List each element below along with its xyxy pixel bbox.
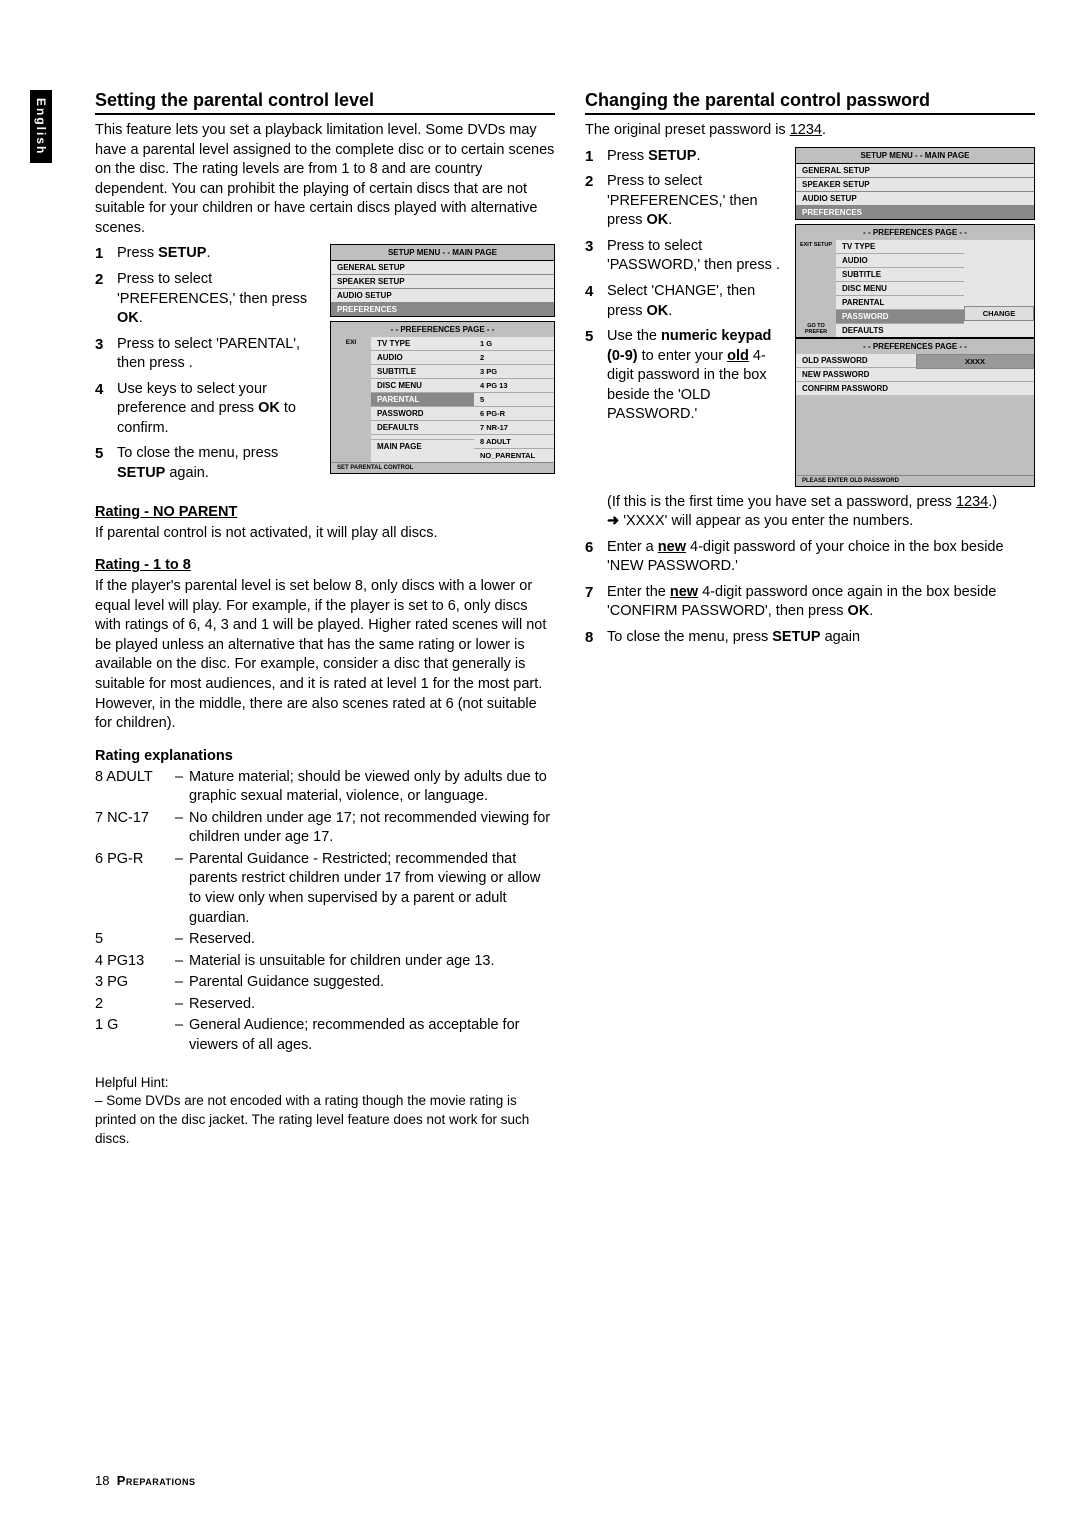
right-title: Changing the parental control password (585, 90, 1035, 115)
rating-row: 4 PG13Material is unsuitable for childre… (95, 952, 555, 972)
right-column: Changing the parental control password T… (585, 90, 1035, 1149)
right-intro: The original preset password is 1234. (585, 121, 1035, 141)
step: To close the menu, press SETUP again (585, 628, 1035, 648)
rating-1to8-body: If the player's parental level is set be… (95, 577, 555, 734)
page-footer: 18 Preparations (95, 1473, 196, 1488)
step: Use keys to select your preference and p… (95, 380, 555, 439)
rating-row: 7 NC-17No children under age 17; not rec… (95, 809, 555, 848)
rating-1to8-head: Rating - 1 to 8 (95, 557, 555, 573)
rating-row: 5Reserved. (95, 930, 555, 950)
step: Use the numeric keypad (0-9) to enter yo… (585, 327, 1035, 532)
step5-extra2: ➜ 'XXXX' will appear as you enter the nu… (607, 512, 1035, 532)
right-steps: Press SETUP. Press to select 'PREFERENCE… (585, 147, 1035, 648)
step: Press to select 'PARENTAL', then press . (95, 335, 555, 374)
hint-head: Helpful Hint: (95, 1074, 555, 1093)
step: Select 'CHANGE', then press OK. (585, 282, 1035, 321)
rating-row: 6 PG-RParental Guidance - Restricted; re… (95, 850, 555, 928)
rating-row: 3 PGParental Guidance suggested. (95, 973, 555, 993)
step: Press to select 'PREFERENCES,' then pres… (95, 270, 555, 329)
step: Press to select 'PASSWORD,' then press . (585, 237, 1035, 276)
rating-exp-head: Rating explanations (95, 748, 555, 764)
step5-extra1: (If this is the first time you have set … (607, 493, 1035, 513)
left-title: Setting the parental control level (95, 90, 555, 115)
step: Enter a new 4-digit password of your cho… (585, 538, 1035, 577)
step: Enter the new 4-digit password once agai… (585, 583, 1035, 622)
left-column: Setting the parental control level This … (95, 90, 555, 1149)
step: Press to select 'PREFERENCES,' then pres… (585, 172, 1035, 231)
left-steps: Press SETUP. Press to select 'PREFERENCE… (95, 244, 555, 483)
hint-body: – Some DVDs are not encoded with a ratin… (95, 1092, 555, 1149)
left-intro: This feature lets you set a playback lim… (95, 121, 555, 238)
step: Press SETUP. (585, 147, 1035, 167)
rating-row: 1 GGeneral Audience; recommended as acce… (95, 1016, 555, 1055)
rating-noparent-head: Rating - NO PARENT (95, 504, 555, 520)
language-tab: English (30, 90, 52, 163)
rating-row: 2Reserved. (95, 995, 555, 1015)
rating-row: 8 ADULTMature material; should be viewed… (95, 768, 555, 807)
step: To close the menu, press SETUP again. (95, 444, 555, 483)
page-body: Setting the parental control level This … (95, 90, 1020, 1149)
step: Press SETUP. (95, 244, 555, 264)
rating-noparent-body: If parental control is not activated, it… (95, 524, 555, 544)
rating-table: 8 ADULTMature material; should be viewed… (95, 768, 555, 1056)
